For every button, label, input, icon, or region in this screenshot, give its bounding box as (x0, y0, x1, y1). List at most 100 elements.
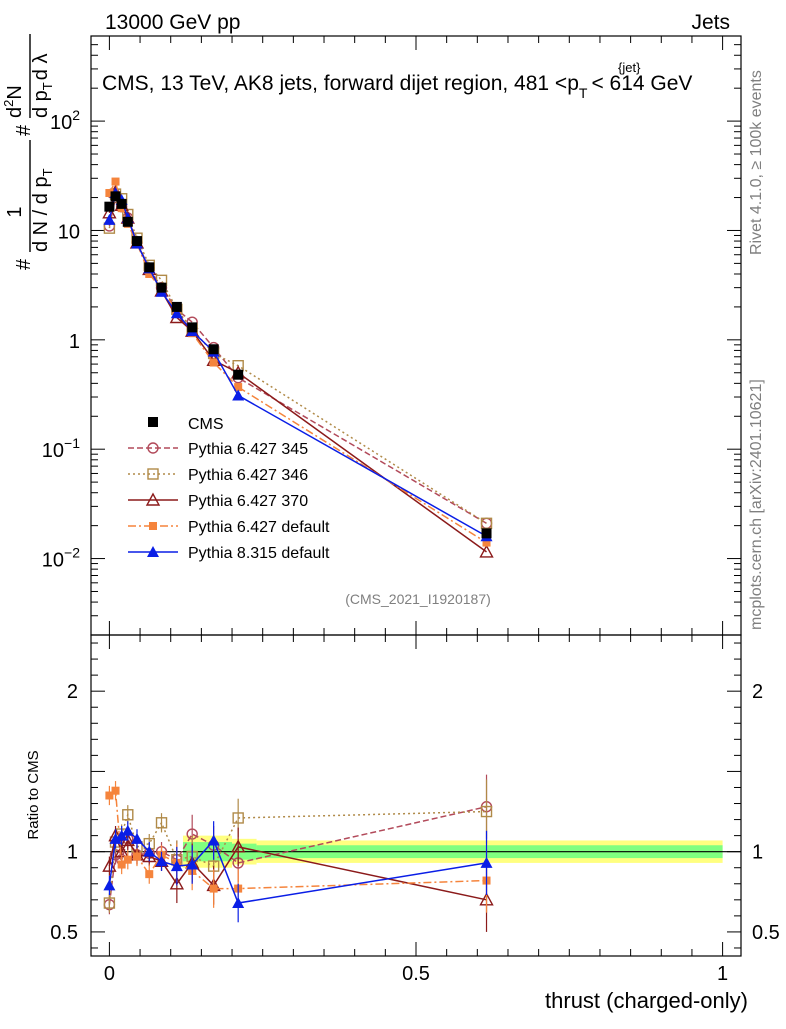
legend-marker-p370 (145, 492, 161, 506)
legend-marker-p346 (147, 468, 159, 480)
ratio-point-pdef (117, 860, 126, 869)
ratio-point-pdef (132, 852, 141, 861)
category-label: Jets (691, 11, 730, 34)
axis-tick-labels: 0 0.5 1 10−2 10−1 1 10 102 0.5 0.5 1 1 2 2 (42, 107, 780, 985)
ratio-point-p370 (230, 839, 246, 853)
ratio-point-p370 (169, 876, 185, 890)
legend-label-p8: Pythia 8.315 default (188, 545, 330, 562)
point-cms (481, 528, 492, 539)
ylabel-frac-num: 1 (4, 206, 26, 217)
ratio-point-p8 (109, 832, 122, 844)
legend-marker-cms (148, 417, 158, 427)
ratio-point-p8 (207, 834, 220, 846)
ylabel-mid-den: d pTd λ (30, 54, 55, 118)
title-tail: < 614 GeV (591, 72, 692, 95)
y-tick-label: 10 (58, 221, 80, 243)
point-p346 (480, 517, 493, 530)
point-pdef (482, 538, 491, 547)
legend-marker-p345 (147, 442, 159, 454)
point-p8 (232, 389, 245, 401)
point-p8 (170, 307, 183, 319)
ylabel-pre: # (13, 258, 35, 270)
ratio-point-p8 (232, 897, 245, 909)
x-tick-label: 1 (717, 963, 728, 985)
point-cms (122, 216, 133, 227)
ratio-tick-label-left: 1 (67, 842, 78, 864)
ratio-point-p346 (103, 897, 116, 909)
ratio-point-p8 (186, 858, 199, 870)
y-tick-label: 1 (69, 331, 80, 353)
ratio-point-p8 (103, 879, 116, 891)
point-pdef (105, 189, 114, 198)
legend-label-cms: CMS (188, 416, 224, 433)
point-cms (208, 344, 219, 355)
ratio-uncertainty-band (91, 835, 741, 868)
ratio-point-pdef (111, 786, 120, 795)
y-tick-label: 102 (50, 107, 80, 134)
site-label: mcplots.cern.ch [arXiv:2401.10621] (748, 379, 765, 630)
x-axis-label: thrust (charged-only) (545, 988, 748, 1013)
ratio-point-pdef (123, 855, 132, 864)
point-cms (171, 301, 182, 312)
legend-label-p346: Pythia 6.427 346 (188, 467, 308, 484)
ylabel-mid-num: d2N (1, 85, 26, 118)
series-line-pdef (108, 179, 487, 544)
legend-label-p370: Pythia 6.427 370 (188, 493, 308, 510)
point-cms (116, 198, 127, 209)
beam-label: 13000 GeV pp (105, 11, 240, 34)
ylabel-frac-den: d N / d pT (30, 168, 55, 252)
y-tick-label: 10−2 (42, 545, 80, 572)
point-p8 (103, 213, 116, 225)
point-cms (110, 191, 121, 202)
ratio-plot-frame (90, 634, 742, 957)
ratio-tick-label-left: 2 (67, 681, 78, 703)
y-axis-label: # 1 d N / d pT # d2N d pTd λ (1, 34, 55, 270)
ratio-point-p8 (143, 845, 156, 857)
ratio-line-pdef (108, 789, 487, 890)
ratio-point-pdef (209, 884, 218, 893)
main-series (102, 177, 494, 558)
point-cms (156, 282, 167, 293)
chart-title: CMS, 13 TeV, AK8 jets, forward dijet reg… (102, 72, 692, 101)
ratio-point-p8 (155, 855, 168, 867)
ratio-point-p8 (130, 832, 143, 844)
ratio-tick-label-right: 1 (752, 842, 763, 864)
legend: CMS Pythia 6.427 345 Pythia 6.427 346 Pythi… (128, 416, 330, 562)
point-pdef (111, 177, 120, 186)
point-cms (187, 322, 198, 333)
analysis-id: (CMS_2021_I1920187) (345, 591, 491, 607)
point-cms (233, 369, 244, 380)
ratio-tick-label-right: 2 (752, 681, 763, 703)
point-pdef (145, 269, 154, 278)
ratio-tick-label-left: 0.5 (50, 922, 78, 944)
title-sup: {jet} (618, 60, 641, 75)
ratio-line-p346 (108, 810, 487, 904)
series-line-p8 (108, 191, 487, 537)
ylabel-mid: # (13, 124, 35, 136)
point-p370 (479, 544, 494, 558)
point-cms (131, 236, 142, 247)
ratio-point-p8 (115, 829, 128, 841)
ratio-y-label: Ratio to CMS (25, 750, 42, 839)
ratio-point-p346 (122, 809, 134, 821)
ratio-point-p8 (480, 856, 493, 868)
legend-label-p345: Pythia 6.427 345 (188, 441, 308, 458)
rivet-label: Rivet 4.1.0, ≥ 100k events (748, 70, 765, 255)
legend-label-pdef: Pythia 6.427 default (188, 519, 330, 536)
point-cms (104, 201, 115, 212)
ratio-point-p8 (121, 824, 134, 836)
ratio-tick-label-right: 0.5 (752, 922, 780, 944)
ratio-point-p346 (232, 812, 244, 824)
ratio-point-p346 (480, 805, 493, 818)
ratio-point-pdef (105, 791, 114, 800)
ratio-point-p8 (170, 860, 183, 872)
x-tick-label: 0 (104, 963, 115, 985)
point-cms (144, 262, 155, 273)
legend-marker-pdef (149, 522, 157, 530)
legend-marker-p8 (147, 546, 159, 557)
axis-ticks (91, 35, 741, 956)
x-tick-label: 0.5 (402, 963, 430, 985)
ratio-series (102, 774, 494, 932)
y-tick-label: 10−1 (42, 435, 80, 462)
